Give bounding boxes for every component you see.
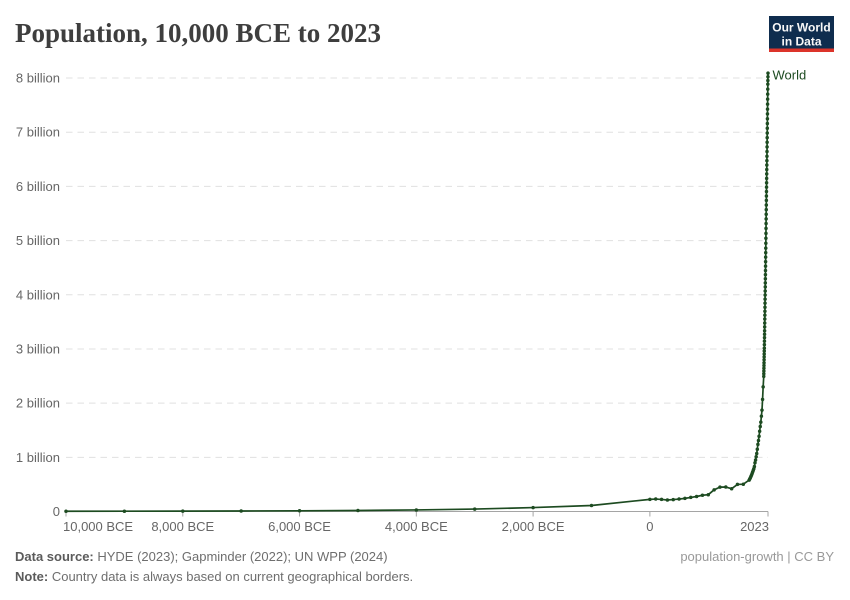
svg-text:Our World: Our World (772, 21, 830, 35)
svg-text:8 billion: 8 billion (16, 71, 60, 86)
svg-text:Data source: HYDE (2023); Gapm: Data source: HYDE (2023); Gapminder (202… (15, 549, 388, 564)
svg-text:0: 0 (53, 504, 60, 519)
svg-text:2023: 2023 (740, 519, 769, 534)
svg-text:10,000 BCE: 10,000 BCE (63, 519, 133, 534)
svg-text:2,000 BCE: 2,000 BCE (502, 519, 565, 534)
svg-text:in Data: in Data (781, 35, 821, 49)
svg-text:Note: Country data is always b: Note: Country data is always based on cu… (15, 569, 413, 584)
svg-text:6 billion: 6 billion (16, 179, 60, 194)
svg-text:8,000 BCE: 8,000 BCE (151, 519, 214, 534)
svg-text:4,000 BCE: 4,000 BCE (385, 519, 448, 534)
svg-text:population-growth | CC BY: population-growth | CC BY (680, 549, 834, 564)
svg-text:7 billion: 7 billion (16, 125, 60, 140)
svg-text:1 billion: 1 billion (16, 450, 60, 465)
svg-text:5 billion: 5 billion (16, 233, 60, 248)
svg-text:0: 0 (646, 519, 653, 534)
svg-text:3 billion: 3 billion (16, 341, 60, 356)
svg-text:6,000 BCE: 6,000 BCE (268, 519, 331, 534)
svg-text:4 billion: 4 billion (16, 287, 60, 302)
svg-text:World: World (773, 68, 807, 83)
svg-text:Population, 10,000 BCE to 2023: Population, 10,000 BCE to 2023 (15, 18, 381, 48)
svg-text:2 billion: 2 billion (16, 396, 60, 411)
